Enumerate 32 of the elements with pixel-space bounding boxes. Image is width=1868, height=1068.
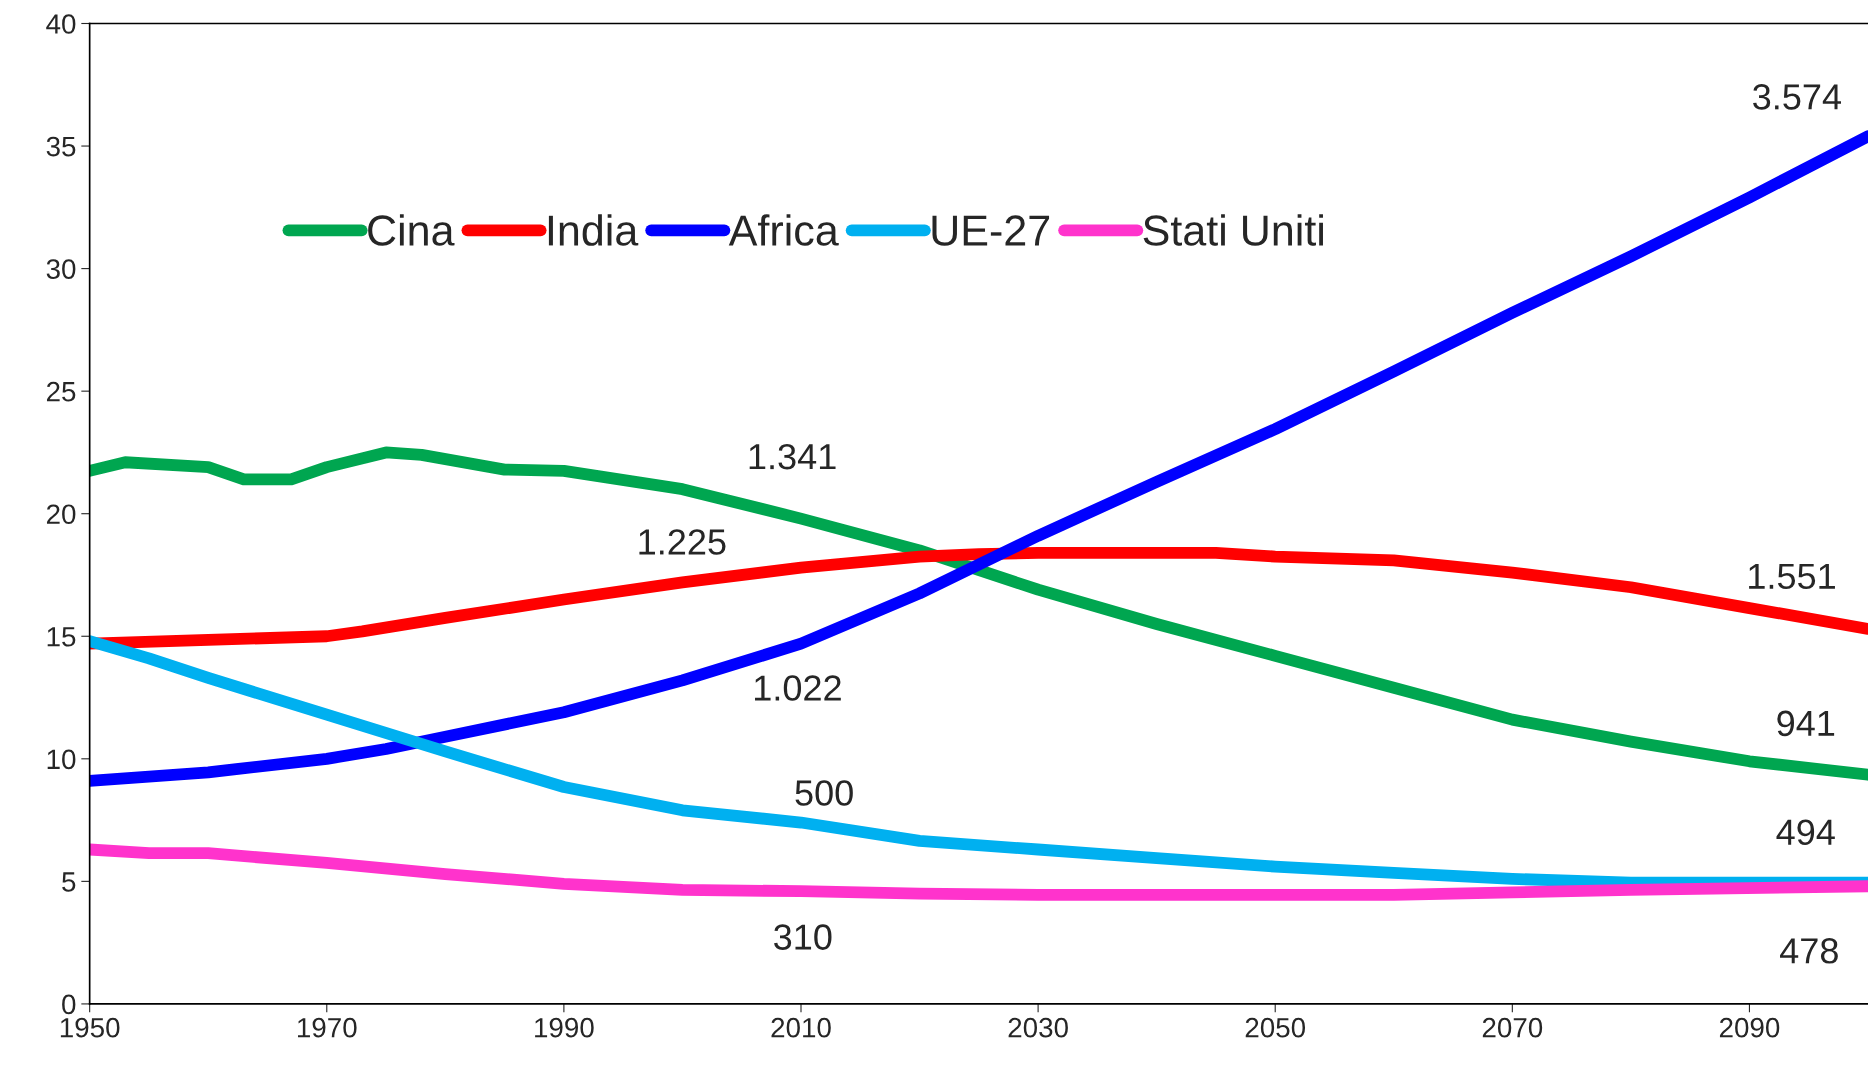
annotation: 310 <box>774 924 832 950</box>
legend-label: Cina <box>368 214 455 246</box>
annotation: 478 <box>1780 938 1838 964</box>
y-tick-label: 40 <box>46 14 76 34</box>
x-tick-label: 2090 <box>1719 1017 1780 1038</box>
legend-label: Africa <box>728 214 839 246</box>
legend-label: Stati Uniti <box>1143 214 1323 246</box>
y-tick-label: 10 <box>47 749 76 770</box>
legend-label: India <box>548 214 639 246</box>
x-tick-label: 1950 <box>60 1017 120 1038</box>
x-tick-label: 2050 <box>1245 1017 1306 1038</box>
y-tick-label: 25 <box>46 381 76 402</box>
annotation: 1.551 <box>1749 563 1835 590</box>
y-tick-label: 30 <box>46 259 76 279</box>
annotation: 1.022 <box>755 675 841 701</box>
x-tick-label: 1970 <box>298 1017 357 1038</box>
annotation: 494 <box>1776 819 1835 845</box>
annotation: 3.574 <box>1753 84 1841 110</box>
y-tick-label: 5 <box>62 872 76 892</box>
x-tick-label: 2010 <box>771 1017 831 1038</box>
y-tick-label: 0 <box>62 994 76 1015</box>
x-tick-label: 1990 <box>535 1017 594 1038</box>
annotation: 941 <box>1777 710 1835 737</box>
x-tick-label: 2070 <box>1482 1017 1543 1038</box>
annotation: 500 <box>795 780 853 806</box>
y-tick-label: 35 <box>46 136 76 157</box>
annotation: 1.225 <box>639 529 726 555</box>
annotation: 1.341 <box>749 443 836 470</box>
legend-label: UE-27 <box>932 215 1050 246</box>
x-tick-label: 2030 <box>1008 1017 1068 1038</box>
y-tick-label: 15 <box>47 627 76 647</box>
y-tick-label: 20 <box>46 504 76 525</box>
